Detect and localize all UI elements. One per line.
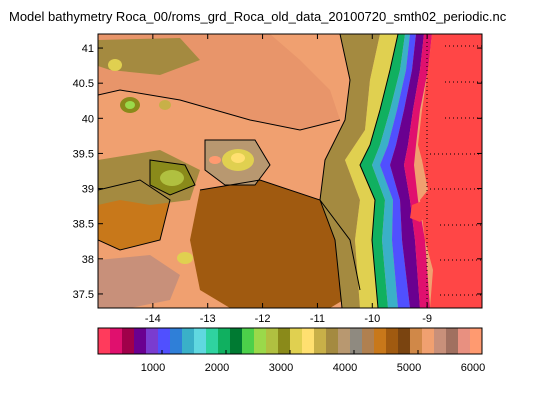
colorbar-swatch: [146, 328, 159, 354]
bathymetry-map: [98, 34, 482, 308]
colorbar-swatch: [98, 328, 111, 354]
colorbar-swatch: [302, 328, 315, 354]
isobath-contours: [98, 34, 399, 308]
y-tick-label: 37.5: [73, 289, 94, 301]
y-tick-label: 38.5: [73, 219, 94, 231]
small-seamount-2: [108, 59, 122, 71]
colorbar-swatch: [446, 328, 459, 354]
colorbar-swatch: [182, 328, 195, 354]
colorbar-swatch: [194, 328, 207, 354]
y-tick-label: 40: [82, 113, 94, 125]
colorbar-tick-label: 3000: [269, 362, 293, 374]
colorbar-swatch: [326, 328, 339, 354]
slope-cyan: [372, 34, 410, 308]
colorbar-swatch: [278, 328, 291, 354]
slope-blue: [380, 34, 416, 308]
shelf-magenta: [404, 34, 432, 308]
colorbar-swatch: [314, 328, 327, 354]
x-tick-label: -9: [422, 313, 432, 325]
colorbar-frame: [97, 327, 483, 355]
colorbar-tick-label: 6000: [461, 362, 485, 374]
slope-green: [360, 34, 405, 308]
x-tick-label: -10: [364, 313, 380, 325]
colorbar-swatch: [362, 328, 375, 354]
colorbar-swatch: [338, 328, 351, 354]
colorbar-swatch: [434, 328, 447, 354]
y-tick-label: 41: [82, 43, 94, 55]
colorbar-swatch: [266, 328, 279, 354]
ridge-north: [98, 38, 200, 75]
colorbar-swatch: [134, 328, 147, 354]
plateau-south-west: [98, 255, 180, 308]
y-tick-label: 39.5: [73, 148, 94, 160]
abyssal-plain-south: [190, 180, 360, 308]
colorbar-swatch: [398, 328, 411, 354]
graticule: [426, 34, 482, 308]
land-iberia: [418, 34, 482, 308]
small-seamount-3: [159, 100, 171, 110]
colorbar-tick-label: 4000: [333, 362, 357, 374]
colorbar-swatch: [254, 328, 267, 354]
colorbar-tick-label: 2000: [205, 362, 229, 374]
colorbar-swatch: [218, 328, 231, 354]
seamount-center-summit: [231, 153, 245, 163]
colorbar-swatch: [458, 328, 471, 354]
small-seamount-1-peak: [125, 101, 135, 109]
colorbar-swatch: [386, 328, 399, 354]
coastline-island: [410, 200, 430, 222]
colorbar-swatch: [110, 328, 123, 354]
y-tick-label: 39: [82, 184, 94, 196]
colorbar-swatch: [158, 328, 171, 354]
small-seamount-4: [209, 156, 221, 164]
colorbar-swatch: [410, 328, 423, 354]
colorbar-swatch: [242, 328, 255, 354]
y-axis: 37.5 38 38.5 39 39.5 40 40.5 41: [73, 43, 482, 301]
colorbar-tick-label: 5000: [397, 362, 421, 374]
rise-slope-mid: [345, 34, 398, 308]
colorbar-swatch: [290, 328, 303, 354]
x-tick-label: -11: [310, 313, 325, 325]
colorbar-tick-label: 1000: [141, 362, 165, 374]
colorbar-swatch: [230, 328, 243, 354]
colorbar-swatch: [374, 328, 387, 354]
chart-title: Model bathymetry Roca_00/roms_grd_Roca_o…: [9, 9, 507, 24]
shelf-purple: [390, 34, 424, 308]
colorbar-axis: 1000 2000 3000 4000 5000 6000: [141, 350, 485, 374]
x-tick-label: -13: [200, 313, 216, 325]
plot-frame: [97, 33, 483, 309]
small-seamount-5: [177, 252, 193, 264]
colorbar-swatch: [422, 328, 435, 354]
x-axis: -14 -13 -12 -11 -10 -9: [145, 34, 432, 325]
y-tick-label: 40.5: [73, 78, 94, 90]
x-tick-label: -14: [145, 313, 161, 325]
colorbar-swatch: [470, 328, 483, 354]
seamount-west-peak: [160, 170, 184, 186]
y-tick-label: 38: [82, 254, 94, 266]
colorbar-swatch: [122, 328, 135, 354]
colorbar-swatch: [350, 328, 363, 354]
x-tick-label: -12: [255, 313, 271, 325]
colorbar-swatch: [206, 328, 219, 354]
colorbar: [98, 328, 483, 354]
colorbar-swatch: [170, 328, 183, 354]
